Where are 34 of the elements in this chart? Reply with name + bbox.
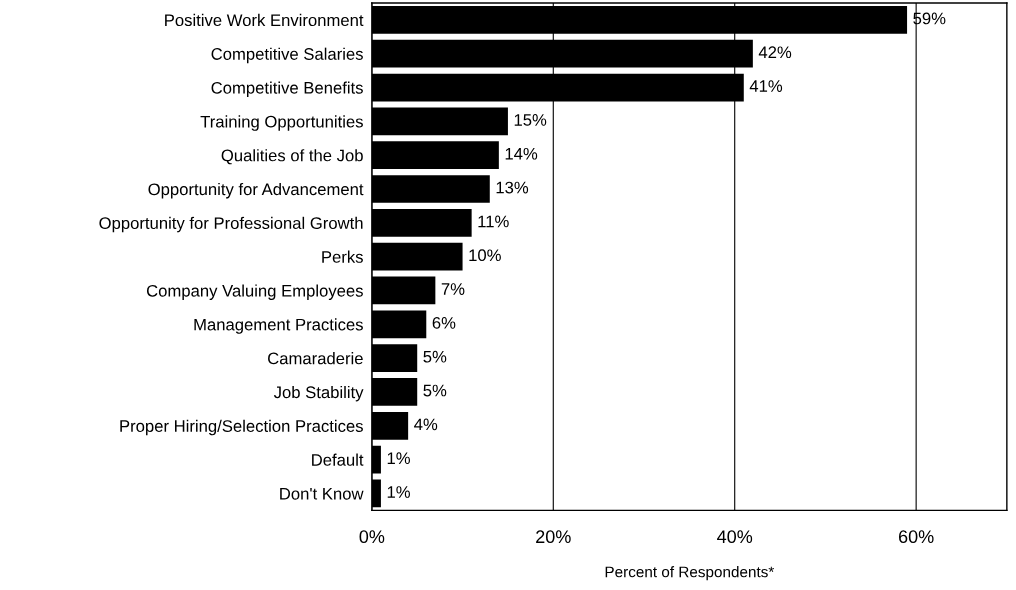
x-tick-label: 20% [536,530,571,544]
y-tick-label: Competitive Benefits [211,81,363,98]
y-tick-label: Management Practices [194,318,363,334]
data-label: 41% [749,80,783,92]
y-tick-label: Opportunity for Professional Growth [99,216,363,233]
data-label: 42% [758,46,792,59]
data-label: 7% [441,283,465,295]
data-label: 14% [505,147,538,160]
y-tick-label: Don't Know [280,488,364,500]
data-label: 11% [478,215,509,228]
y-tick-label: Camaraderie [268,352,363,365]
y-tick-label: Perks [322,250,363,263]
y-tick-label: Job Stability [273,385,364,402]
y-tick-label: Positive Work Environment [165,13,364,27]
data-label: 13% [496,181,529,194]
data-label: 10% [469,249,501,262]
y-tick-label: Opportunity for Advancement [148,182,364,199]
data-label: 4% [414,418,438,431]
y-tick-label: Training Opportunities [200,115,363,131]
data-label: 1% [387,486,410,498]
data-label: 5% [423,384,447,397]
x-tick-label: 40% [717,530,753,544]
data-label: 15% [514,114,547,126]
x-tick-label: 0% [359,530,385,544]
y-tick-label: Qualities of the Job [221,149,363,165]
y-tick-label: Company Valuing Employees [146,284,363,300]
y-tick-label: Competitive Salaries [211,47,363,64]
x-tick-label: 60% [898,530,934,544]
data-label: 1% [387,452,410,465]
x-axis-title: Percent of Respondents* [605,566,775,581]
y-tick-label: Default [312,453,364,466]
data-label: 5% [423,350,447,363]
data-label: 6% [432,316,456,329]
y-tick-label: Proper Hiring/Selection Practices [120,419,363,436]
